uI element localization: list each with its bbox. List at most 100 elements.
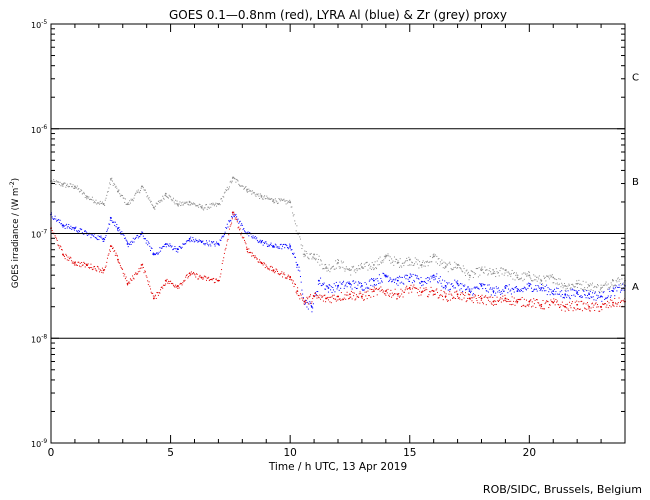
sample-dot [365, 287, 367, 289]
data-point [176, 203, 179, 206]
sample-dot [217, 280, 219, 282]
sample-dot [288, 201, 290, 203]
sample-dot [505, 269, 507, 271]
sample-dot [593, 299, 595, 301]
sample-dot [391, 280, 393, 282]
sample-dot [244, 187, 246, 189]
sample-dot [180, 247, 182, 249]
sample-dot [565, 288, 567, 290]
sample-dot [256, 258, 258, 260]
sample-dot [160, 289, 162, 291]
sample-dot [176, 286, 178, 288]
sample-dot [589, 297, 591, 299]
sample-dot [562, 305, 564, 307]
sample-dot [449, 261, 451, 263]
sample-dot [527, 304, 529, 306]
sample-dot [269, 244, 271, 246]
sample-dot [409, 287, 411, 289]
sample-dot [88, 234, 90, 236]
sample-dot [548, 307, 550, 309]
sample-dot [360, 286, 362, 288]
sample-dot [440, 282, 442, 284]
sample-dot [165, 283, 167, 285]
data-point [528, 300, 531, 303]
sample-dot [205, 204, 207, 206]
sample-dot [609, 286, 611, 288]
sample-dot [412, 286, 414, 288]
sample-dot [371, 288, 373, 290]
sample-dot [567, 308, 569, 310]
sample-dot [179, 245, 181, 247]
sample-dot [78, 265, 80, 267]
sample-dot [180, 205, 182, 207]
sample-dot [280, 243, 282, 245]
sample-dot [531, 301, 533, 303]
data-point [468, 274, 471, 277]
sample-dot [381, 281, 383, 283]
sample-dot [135, 236, 137, 238]
sample-dot [63, 182, 65, 184]
sample-dot [310, 253, 312, 255]
sample-dot [165, 280, 167, 282]
sample-dot [419, 287, 421, 289]
sample-dot [480, 267, 482, 269]
data-point [576, 303, 579, 306]
sample-dot [177, 287, 179, 289]
sample-dot [520, 277, 522, 279]
sample-dot [236, 179, 238, 181]
sample-dot [399, 282, 401, 284]
sample-dot [158, 251, 160, 253]
sample-dot [381, 280, 383, 282]
sample-dot [538, 286, 540, 288]
sample-dot [441, 294, 443, 296]
sample-dot [396, 298, 398, 300]
sample-dot [68, 258, 70, 260]
sample-dot [162, 246, 164, 248]
flare-class-label: B [632, 177, 639, 188]
sample-dot [404, 274, 406, 276]
sample-dot [107, 254, 109, 256]
sample-dot [574, 301, 576, 303]
sample-dot [576, 293, 578, 295]
sample-dot [118, 226, 120, 228]
sample-dot [81, 228, 83, 230]
sample-dot [257, 193, 259, 195]
sample-dot [84, 193, 86, 195]
sample-dot [398, 266, 400, 268]
sample-dot [289, 279, 291, 281]
sample-dot [437, 291, 439, 293]
sample-dot [275, 244, 277, 246]
sample-dot [384, 275, 386, 277]
sample-dot [583, 290, 585, 292]
sample-dot [185, 202, 187, 204]
sample-dot [211, 241, 213, 243]
sample-dot [604, 283, 606, 285]
sample-dot [330, 302, 332, 304]
sample-dot [327, 285, 329, 287]
sample-dot [617, 277, 619, 279]
sample-dot [520, 278, 522, 280]
sample-dot [106, 261, 108, 263]
data-point [456, 293, 459, 296]
sample-dot [531, 280, 533, 282]
sample-dot [271, 246, 273, 248]
sample-dot [610, 306, 612, 308]
sample-dot [58, 222, 60, 224]
sample-dot [364, 291, 366, 293]
sample-dot [262, 198, 264, 200]
sample-dot [202, 278, 204, 280]
sample-dot [344, 285, 346, 287]
sample-dot [81, 190, 83, 192]
sample-dot [407, 287, 409, 289]
sample-dot [390, 289, 392, 291]
sample-dot [118, 189, 120, 191]
sample-dot [495, 300, 497, 302]
sample-dot [282, 199, 284, 201]
sample-dot [508, 271, 510, 273]
sample-dot [398, 277, 400, 279]
sample-dot [512, 278, 514, 280]
sample-dot [127, 282, 129, 284]
sample-dot [210, 206, 212, 208]
sample-dot [214, 281, 216, 283]
sample-dot [485, 290, 487, 292]
